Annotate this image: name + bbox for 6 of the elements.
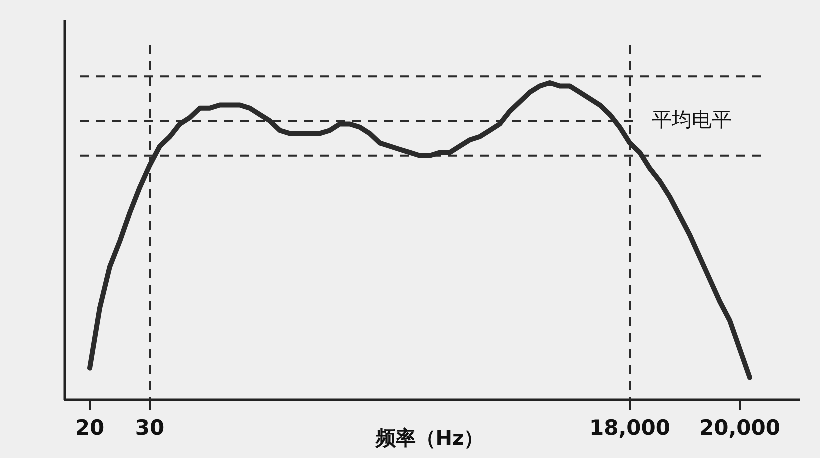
ref-line-label: 平均电平 [652, 108, 732, 132]
x-tick-label: 30 [135, 416, 165, 440]
x-tick-label: 20,000 [699, 416, 781, 440]
x-tick-label: 20 [75, 416, 105, 440]
x-tick-label: 18,000 [589, 416, 671, 440]
x-axis-title: 频率（Hz） [374, 426, 484, 450]
